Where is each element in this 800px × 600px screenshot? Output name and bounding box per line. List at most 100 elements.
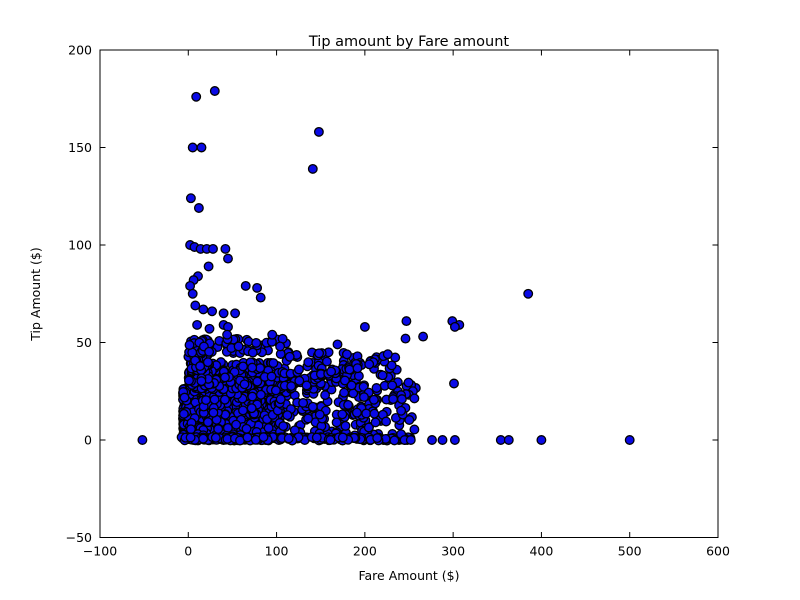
y-tick-label: 100	[68, 238, 92, 253]
data-point	[184, 340, 195, 350]
data-point	[503, 435, 514, 445]
data-point	[198, 433, 209, 444]
data-point	[247, 347, 258, 358]
data-point	[326, 366, 337, 377]
data-point	[359, 321, 370, 332]
points-layer	[137, 86, 635, 446]
data-point	[231, 419, 242, 430]
data-point	[268, 358, 279, 369]
data-point	[523, 288, 534, 299]
data-point	[137, 435, 148, 445]
data-point	[371, 383, 382, 393]
data-point	[368, 394, 379, 405]
data-point	[401, 316, 412, 327]
axes-layer: −100 0 100 200 300 400 500 600 −50 0 50 100 150 200	[66, 43, 730, 559]
data-point	[209, 86, 220, 96]
data-point	[405, 435, 416, 445]
data-point	[213, 424, 224, 435]
data-point	[396, 394, 407, 405]
data-point	[255, 389, 266, 400]
data-point	[191, 91, 202, 102]
data-point	[185, 424, 196, 435]
data-point	[242, 432, 253, 443]
data-point	[258, 432, 269, 443]
data-point	[337, 409, 348, 420]
data-point	[389, 435, 400, 446]
data-point	[223, 253, 233, 264]
data-point	[210, 432, 221, 443]
data-point	[263, 423, 274, 433]
data-point	[241, 423, 252, 434]
data-point	[624, 435, 635, 445]
data-point	[192, 319, 203, 330]
data-point	[282, 410, 293, 421]
x-tick-label: 400	[529, 544, 553, 559]
data-point	[339, 375, 350, 386]
data-point	[359, 392, 369, 403]
data-point	[195, 361, 206, 372]
x-axis-label: Fare Amount ($)	[358, 568, 459, 583]
data-point	[185, 193, 196, 204]
data-point	[346, 380, 357, 391]
x-tick-label: 600	[706, 544, 730, 559]
data-point	[283, 433, 294, 444]
x-tick-label: −100	[83, 544, 117, 559]
data-point	[220, 372, 230, 383]
data-point	[252, 376, 263, 387]
data-point	[286, 381, 297, 392]
data-point	[400, 333, 411, 344]
data-point	[386, 360, 397, 371]
y-tick-label: 0	[84, 433, 92, 448]
data-point	[275, 341, 286, 352]
data-point	[238, 405, 248, 416]
data-point	[284, 351, 295, 362]
x-tick-label: 0	[184, 544, 192, 559]
x-tick-label: 100	[265, 544, 289, 559]
data-point	[337, 432, 348, 443]
data-point	[331, 417, 342, 428]
data-point	[266, 371, 277, 382]
data-point	[427, 435, 437, 445]
data-point	[204, 323, 215, 334]
data-point	[364, 359, 375, 370]
data-point	[303, 413, 314, 424]
data-point	[222, 422, 233, 433]
data-point	[388, 394, 399, 405]
data-point	[239, 379, 250, 390]
data-point	[255, 292, 266, 303]
data-point	[246, 403, 257, 414]
data-point	[314, 348, 325, 359]
data-point	[404, 415, 415, 425]
data-point	[294, 364, 304, 375]
data-point	[437, 435, 448, 445]
data-point	[233, 341, 244, 352]
data-point	[409, 424, 420, 435]
data-point	[449, 435, 460, 445]
data-point	[403, 377, 414, 388]
data-point	[363, 422, 374, 433]
data-point	[278, 421, 289, 432]
y-tick-label: 50	[76, 335, 92, 350]
data-point	[178, 408, 189, 419]
data-point	[247, 362, 258, 373]
data-point	[320, 390, 331, 401]
data-point	[387, 380, 398, 391]
data-point	[203, 417, 213, 428]
data-point	[339, 387, 350, 398]
data-point	[203, 261, 214, 272]
data-point	[369, 408, 380, 419]
data-point	[307, 163, 318, 174]
data-point	[361, 408, 372, 419]
data-point	[198, 304, 209, 315]
data-point	[196, 376, 207, 387]
data-point	[240, 280, 251, 291]
data-point	[298, 397, 309, 408]
data-point	[351, 407, 362, 418]
data-point	[341, 349, 352, 360]
data-point	[220, 243, 231, 254]
data-point	[202, 357, 213, 368]
data-point	[179, 392, 190, 403]
y-tick-label: 200	[68, 43, 92, 58]
data-point	[301, 380, 312, 391]
